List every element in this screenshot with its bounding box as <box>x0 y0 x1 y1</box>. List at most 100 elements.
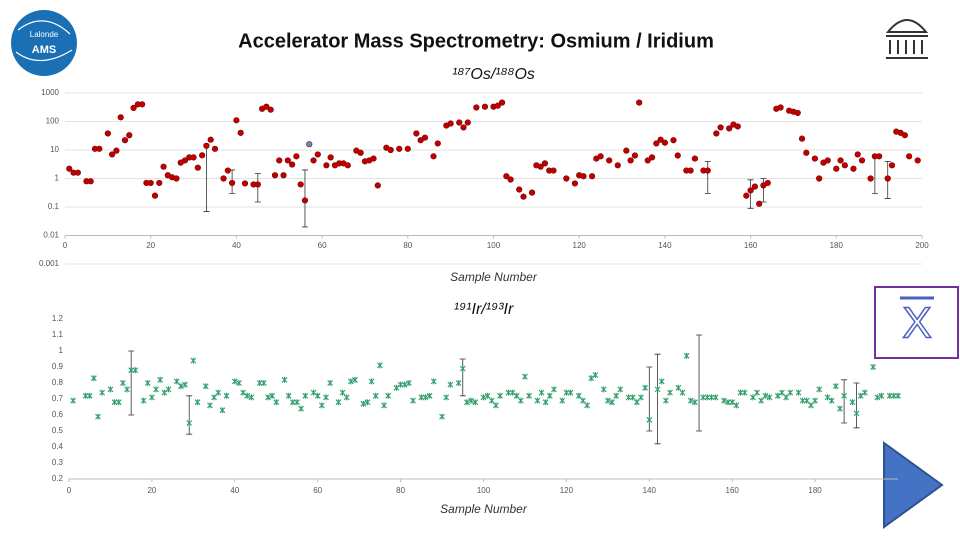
point <box>726 125 733 132</box>
point <box>567 389 574 396</box>
point <box>798 135 806 142</box>
chart-title: ¹⁸⁷Os/¹⁸⁸Os <box>452 66 535 83</box>
point <box>741 389 748 396</box>
point <box>808 402 814 409</box>
point <box>294 399 300 406</box>
point <box>203 142 210 149</box>
point <box>117 114 124 121</box>
point <box>588 173 596 180</box>
error-bar <box>841 379 848 424</box>
point <box>306 141 313 148</box>
point <box>410 397 416 404</box>
point <box>194 399 201 406</box>
point <box>600 386 607 393</box>
point <box>87 178 94 185</box>
point <box>653 140 660 147</box>
point <box>464 119 471 126</box>
point <box>260 380 267 386</box>
point <box>376 362 383 369</box>
point <box>683 352 690 359</box>
y-tick-label: 1.1 <box>52 330 64 339</box>
point <box>223 392 230 399</box>
point <box>280 172 287 179</box>
point <box>190 154 197 161</box>
point <box>265 394 271 401</box>
point <box>623 147 630 154</box>
point <box>733 402 740 409</box>
point <box>151 192 159 199</box>
point <box>662 397 669 404</box>
point <box>401 381 408 388</box>
point <box>580 397 586 404</box>
point <box>631 152 639 159</box>
point <box>758 397 765 404</box>
point <box>538 389 545 396</box>
y-tick-label: 0.8 <box>52 378 64 387</box>
point <box>708 394 715 401</box>
y-tick-label: 1 <box>59 346 64 355</box>
point <box>293 153 300 160</box>
point <box>888 162 896 169</box>
point <box>849 399 856 406</box>
point <box>310 389 317 396</box>
point <box>289 399 296 406</box>
point <box>96 145 103 152</box>
y-tick-label: 0.4 <box>52 442 64 451</box>
y-tick-label: 0.2 <box>52 474 64 483</box>
play-button[interactable] <box>883 441 944 529</box>
point <box>443 394 450 401</box>
point <box>588 375 595 382</box>
point <box>289 161 296 168</box>
point <box>633 399 640 406</box>
point <box>339 389 346 396</box>
point <box>70 397 77 404</box>
point <box>240 389 246 396</box>
point <box>126 132 133 139</box>
point <box>219 407 226 414</box>
point <box>597 153 604 160</box>
point <box>447 381 454 388</box>
x-tick-label: 20 <box>147 486 156 495</box>
point <box>803 397 810 404</box>
point <box>700 394 707 401</box>
point <box>762 392 769 399</box>
point <box>194 164 201 171</box>
point <box>657 136 664 143</box>
point <box>241 180 249 187</box>
point <box>764 179 771 187</box>
point <box>244 392 251 399</box>
point <box>393 384 400 391</box>
x-tick-label: 40 <box>232 241 241 250</box>
point <box>837 405 843 412</box>
point <box>614 162 621 169</box>
point <box>794 109 801 117</box>
point <box>140 397 147 404</box>
point <box>803 149 810 156</box>
point <box>854 151 861 158</box>
point <box>811 155 818 162</box>
y-tick-label: 0.5 <box>52 426 64 435</box>
point <box>199 152 206 159</box>
point <box>737 389 744 396</box>
point <box>541 160 549 167</box>
point <box>841 162 848 169</box>
point <box>692 399 698 406</box>
point <box>638 394 644 401</box>
point <box>756 200 763 207</box>
point <box>841 392 848 399</box>
point <box>298 405 305 412</box>
error-bar <box>747 179 754 209</box>
point <box>646 416 653 423</box>
point <box>520 193 527 200</box>
point <box>343 394 350 401</box>
point <box>687 167 694 174</box>
point <box>704 167 711 174</box>
point <box>473 104 480 111</box>
point <box>783 394 789 401</box>
point <box>297 181 304 188</box>
error-bar <box>254 173 261 203</box>
point <box>636 99 643 106</box>
point <box>99 389 106 396</box>
point <box>396 145 403 152</box>
x-tick-label: 80 <box>396 486 405 495</box>
